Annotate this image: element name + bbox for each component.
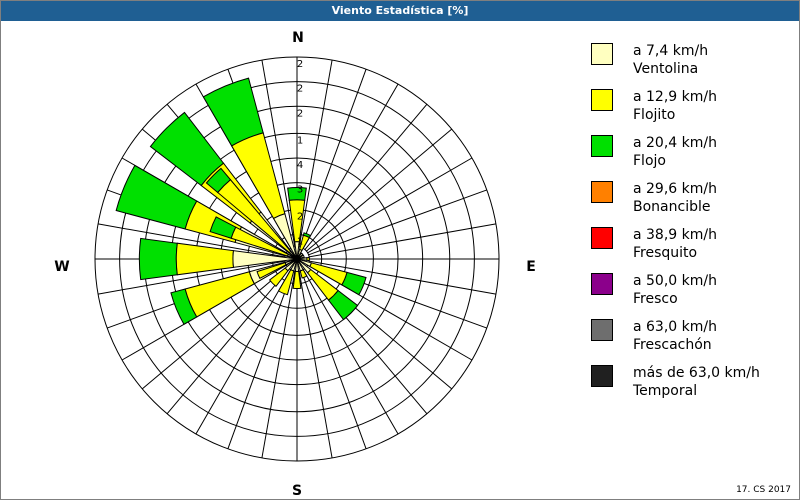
legend-speed-label: a 38,9 km/h [633,227,717,243]
legend-class-name: Flojito [633,107,676,123]
rose-wedge-n [294,241,300,260]
legend-swatch [591,43,613,65]
rose-wedge-s [294,258,300,272]
legend-speed-label: más de 63,0 km/h [633,365,760,381]
rose-wedge-e [296,257,308,261]
compass-e: E [526,259,536,275]
legend-class-name: Bonancible [633,199,711,215]
grid-spoke [300,270,367,449]
grid-spoke [261,271,296,459]
rose-wedge-ssw [290,258,298,272]
ring-value-label: 2 [297,212,303,223]
window-title: Viento Estadística [%] [1,1,799,21]
rose-wedge-ene [296,254,305,260]
rose-wedge-ese [296,258,312,268]
ring-value-label: 2 [297,59,303,70]
legend-class-name: Ventolina [633,61,699,77]
rose-wedge-wsw [284,258,298,266]
legend-class-name: Flojo [633,153,666,169]
grid-spoke [227,270,294,449]
rose-wedge-wnw [115,164,198,230]
grid-spoke [298,271,333,459]
grid-spoke [302,83,399,249]
grid-spoke [166,268,290,415]
legend-speed-label: a 7,4 km/h [633,43,709,59]
legend-speed-label: a 29,6 km/h [633,181,717,197]
rose-wedge-wsw [184,271,256,318]
rose-wedge-w [138,237,178,281]
legend-class-name: Fresco [633,291,678,307]
legend-class-name: Frescachón [633,337,712,353]
grid-spoke [195,269,292,435]
rose-wedge-sw [284,258,298,272]
rose-wedge-sse [296,258,304,272]
grid-spoke [302,269,399,435]
rose-wedge-nw [288,250,298,260]
ring-value-label: 3 [297,185,303,196]
rose-wedge-ne [296,252,304,260]
legend-swatch [591,365,613,387]
compass-s: S [292,483,302,499]
grid-spoke [300,69,367,248]
footer-text: 17. CS 2017 [736,485,791,495]
rose-wedge-nnw [272,213,298,260]
legend-swatch [591,89,613,111]
grid-spoke [97,223,285,258]
grid-spoke [261,59,296,247]
rose-wedge-se [296,258,312,274]
rose-wedge-w [175,242,235,276]
legend-swatch [591,135,613,157]
legend-swatch [591,319,613,341]
legend-class-name: Temporal [633,383,698,399]
ring-value-label: 1 [297,135,303,146]
ring-value-label: 2 [297,108,303,119]
grid-spoke [308,189,487,256]
ring-value-label: 2 [297,84,303,95]
legend-speed-label: a 20,4 km/h [633,135,717,151]
grid-spoke [97,260,285,295]
grid-spoke [141,266,288,390]
legend-class-name: Fresquito [633,245,698,261]
grid-spoke [307,157,473,254]
rose-wedge-w [232,250,298,268]
compass-n: N [292,30,304,46]
grid-spoke [309,260,497,295]
ring-value-label: 4 [297,160,303,171]
ring-value-label: 1 [297,236,303,247]
rose-wedge-wnw [286,253,298,260]
grid-spoke [304,103,428,250]
grid-spoke [309,223,497,258]
legend-swatch [591,181,613,203]
grid-spoke [306,128,453,252]
grid-spoke [298,59,333,247]
legend-speed-label: a 63,0 km/h [633,319,717,335]
legend-speed-label: a 50,0 km/h [633,273,717,289]
ring-value-labels: 1 2 3 4 1 2 2 2 [297,59,303,247]
legend-swatch [591,273,613,295]
legend-speed-label: a 12,9 km/h [633,89,717,105]
wind-rose-wedges [115,77,367,325]
legend-swatch [591,227,613,249]
compass-w: W [54,259,69,275]
wind-rose-chart: 1 2 3 4 1 2 2 2 N S W E [54,30,536,499]
